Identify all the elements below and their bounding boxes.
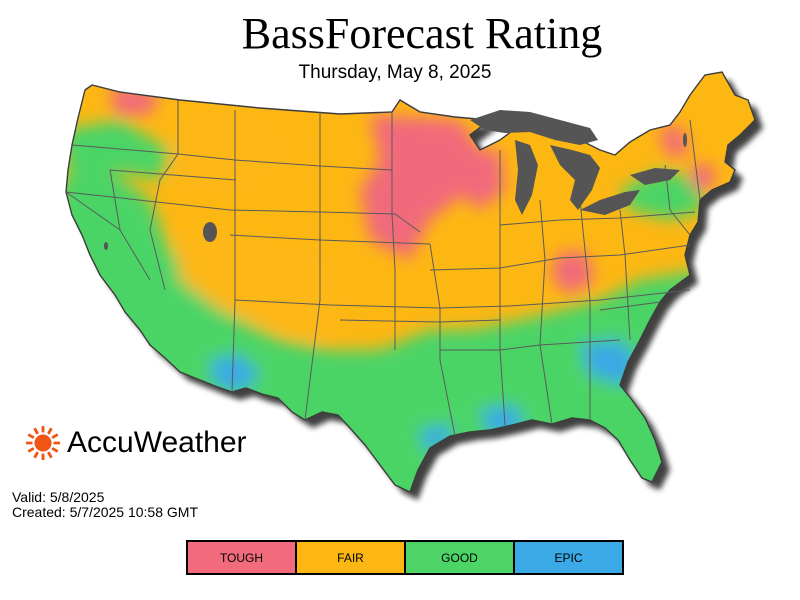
forecast-date: Thursday, May 8, 2025 — [298, 62, 492, 83]
state-borders — [65, 71, 756, 493]
legend-item-good: GOOD — [406, 542, 515, 573]
rating-legend: TOUGH FAIR GOOD EPIC — [186, 540, 624, 575]
great-lakes — [470, 110, 680, 215]
sun-icon — [25, 425, 61, 461]
legend-item-epic: EPIC — [515, 542, 622, 573]
valid-date: Valid: 5/8/2025 — [12, 489, 105, 505]
page-title: BassForecast Rating — [241, 9, 603, 58]
forecast-meta: Valid: 5/8/2025 Created: 5/7/2025 10:58 … — [12, 490, 198, 520]
legend-item-fair: FAIR — [297, 542, 406, 573]
created-timestamp: Created: 5/7/2025 10:58 GMT — [12, 504, 198, 520]
legend-item-tough: TOUGH — [188, 542, 297, 573]
brand-name: AccuWeather — [67, 426, 247, 459]
brand-logo: AccuWeather — [24, 423, 247, 463]
